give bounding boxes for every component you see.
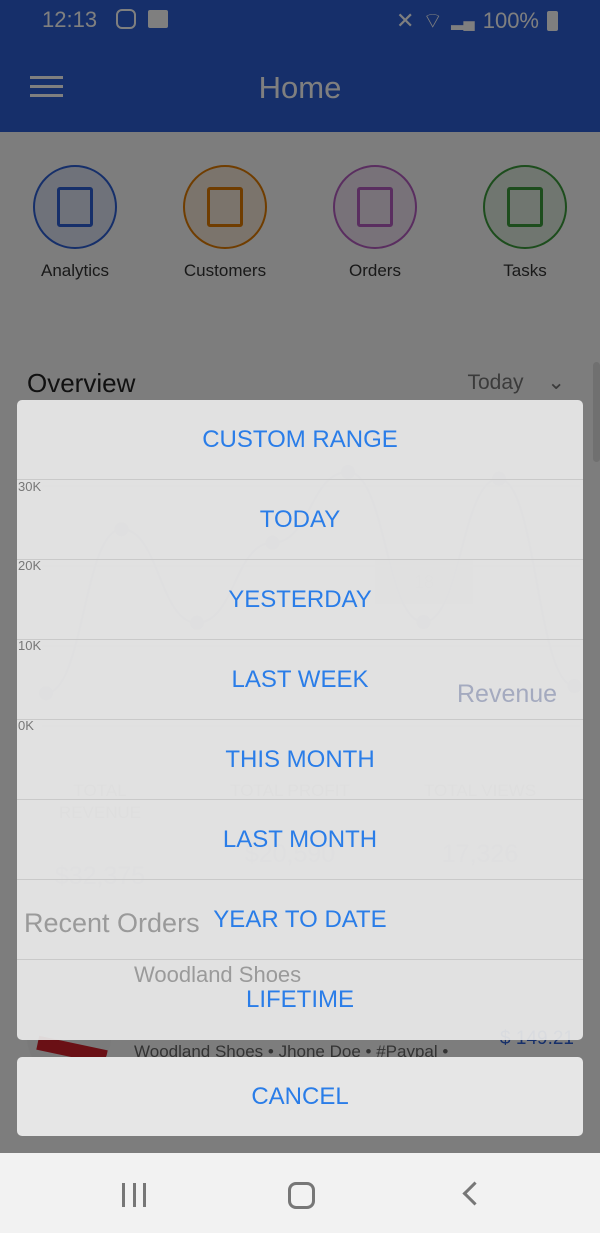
cancel-button[interactable]: CANCEL — [17, 1057, 583, 1136]
back-icon[interactable] — [462, 1181, 487, 1206]
option-lifetime[interactable]: LIFETIME — [245, 986, 354, 1013]
option-yesterday[interactable]: YESTERDAY — [17, 560, 583, 640]
option-this-month[interactable]: THIS MONTH — [17, 720, 583, 800]
home-icon[interactable] — [288, 1182, 315, 1209]
date-range-dialog: CUSTOM RANGE TODAY YESTERDAY LAST WEEK THIS … — [17, 400, 583, 1040]
option-year-to-date[interactable]: YEAR TO DATE — [17, 880, 583, 960]
option-last-week[interactable]: LAST WEEK — [17, 640, 583, 720]
recent-apps-icon[interactable] — [122, 1183, 146, 1207]
option-last-month[interactable]: LAST MONTH — [17, 800, 583, 880]
option-today[interactable]: TODAY — [17, 480, 583, 560]
navigation-bar — [0, 1153, 600, 1233]
option-custom-range[interactable]: CUSTOM RANGE — [17, 400, 583, 480]
